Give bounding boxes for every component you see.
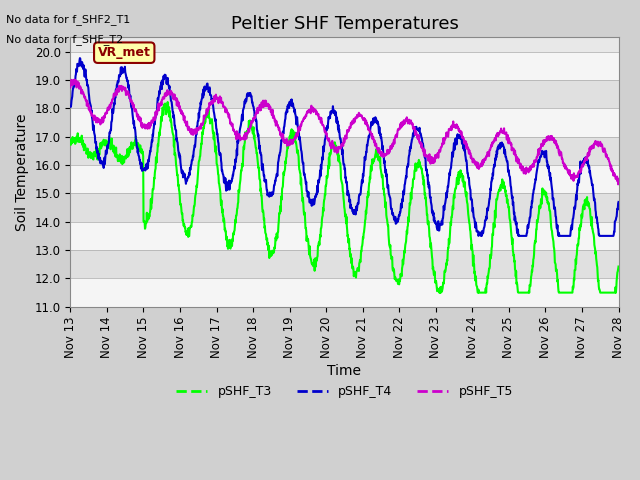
Bar [70,222,618,250]
Bar [70,165,618,193]
X-axis label: Time: Time [328,364,362,378]
Bar [70,250,618,278]
Text: VR_met: VR_met [98,46,150,59]
Bar [70,80,618,108]
Bar [70,51,618,80]
Title: Peltier SHF Temperatures: Peltier SHF Temperatures [230,15,458,33]
Text: No data for f_SHF_T2: No data for f_SHF_T2 [6,34,124,45]
Bar [70,193,618,222]
Bar [70,278,618,307]
Text: No data for f_SHF2_T1: No data for f_SHF2_T1 [6,14,131,25]
Bar [70,137,618,165]
Y-axis label: Soil Temperature: Soil Temperature [15,113,29,231]
Bar [70,108,618,137]
Legend: pSHF_T3, pSHF_T4, pSHF_T5: pSHF_T3, pSHF_T4, pSHF_T5 [171,380,518,403]
